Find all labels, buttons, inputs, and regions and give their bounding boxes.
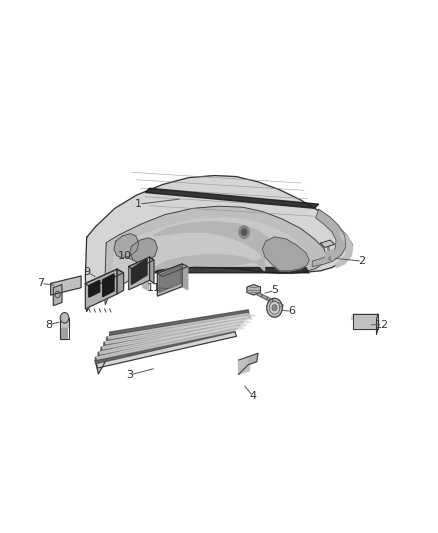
Polygon shape <box>239 357 249 374</box>
Polygon shape <box>53 285 62 305</box>
Text: 1: 1 <box>135 199 142 209</box>
Polygon shape <box>100 323 247 354</box>
Polygon shape <box>60 328 67 331</box>
Polygon shape <box>89 280 100 297</box>
Polygon shape <box>85 175 353 311</box>
Circle shape <box>60 312 69 323</box>
Polygon shape <box>256 292 262 297</box>
Polygon shape <box>51 276 81 295</box>
Polygon shape <box>129 257 150 290</box>
Polygon shape <box>129 257 154 270</box>
Text: 7: 7 <box>38 278 45 288</box>
Polygon shape <box>159 265 181 293</box>
Polygon shape <box>353 314 378 329</box>
Polygon shape <box>104 316 243 349</box>
Text: 2: 2 <box>359 256 366 266</box>
Polygon shape <box>95 335 113 374</box>
Polygon shape <box>95 326 234 364</box>
Circle shape <box>269 301 280 314</box>
Polygon shape <box>312 209 346 266</box>
Polygon shape <box>106 317 253 344</box>
Polygon shape <box>157 264 188 277</box>
Text: 11: 11 <box>147 282 161 293</box>
Circle shape <box>239 226 249 238</box>
Polygon shape <box>85 269 117 309</box>
Text: 3: 3 <box>127 370 134 380</box>
Text: 4: 4 <box>249 391 256 401</box>
Polygon shape <box>117 269 124 294</box>
Polygon shape <box>130 238 157 263</box>
Polygon shape <box>377 314 378 334</box>
Polygon shape <box>97 326 244 359</box>
Text: 12: 12 <box>375 320 389 330</box>
Circle shape <box>242 229 247 235</box>
Polygon shape <box>247 285 261 295</box>
Polygon shape <box>336 231 353 268</box>
Text: 6: 6 <box>288 306 295 317</box>
Polygon shape <box>85 269 124 288</box>
Polygon shape <box>145 188 319 208</box>
Text: 5: 5 <box>271 285 278 295</box>
Polygon shape <box>110 313 250 340</box>
Polygon shape <box>107 313 246 343</box>
Text: 10: 10 <box>117 251 131 261</box>
Circle shape <box>272 304 277 311</box>
Polygon shape <box>105 206 327 304</box>
Polygon shape <box>321 240 334 247</box>
Polygon shape <box>103 274 114 297</box>
Polygon shape <box>248 353 258 365</box>
Polygon shape <box>108 313 256 339</box>
Polygon shape <box>272 300 278 305</box>
Polygon shape <box>262 237 309 271</box>
Polygon shape <box>60 318 69 327</box>
Polygon shape <box>95 329 237 368</box>
Polygon shape <box>60 336 67 340</box>
Polygon shape <box>182 264 188 290</box>
Polygon shape <box>157 264 182 296</box>
Circle shape <box>267 298 283 317</box>
Polygon shape <box>277 302 283 308</box>
Polygon shape <box>102 320 250 349</box>
Polygon shape <box>131 259 147 285</box>
Text: 9: 9 <box>84 267 91 277</box>
Polygon shape <box>261 295 268 300</box>
Polygon shape <box>101 319 240 354</box>
Polygon shape <box>60 332 67 335</box>
Polygon shape <box>110 310 248 338</box>
Polygon shape <box>351 314 378 319</box>
Polygon shape <box>98 322 237 359</box>
Text: 8: 8 <box>46 320 53 330</box>
Polygon shape <box>137 268 309 273</box>
Polygon shape <box>150 257 154 284</box>
Polygon shape <box>111 218 306 295</box>
Polygon shape <box>325 249 334 257</box>
Polygon shape <box>114 233 139 258</box>
Polygon shape <box>267 297 273 302</box>
Polygon shape <box>141 222 272 290</box>
